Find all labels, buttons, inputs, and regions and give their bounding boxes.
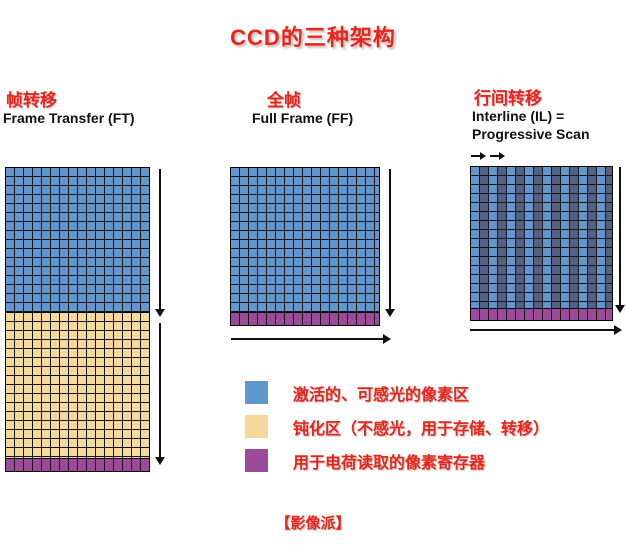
ff-readout-register [231, 312, 379, 325]
ft-storage-transfer-arrow-icon [154, 323, 166, 465]
il-vertical-transfer-arrow-icon [614, 167, 626, 313]
legend-label: 激活的、可感光的像素区 [293, 386, 470, 404]
ft-title-en: Frame Transfer (FT) [3, 110, 135, 126]
ff-title-cn: 全帧 [267, 91, 301, 110]
legend-item-register: 用于电荷读取的像素寄存器 [245, 449, 549, 472]
il-title-en-line1: Interline (IL) = [472, 108, 565, 124]
ft-readout-register [6, 458, 149, 471]
il-column-shift-arrow-icon [471, 151, 486, 161]
legend: 激活的、可感光的像素区 钝化区（不感光，用于存储、转移） 用于电荷读取的像素寄存… [245, 381, 549, 483]
legend-label: 用于电荷读取的像素寄存器 [293, 454, 486, 472]
page-title: CCD的三种架构 [230, 25, 396, 50]
ft-title-cn: 帧转移 [6, 91, 57, 110]
legend-swatch-purple [245, 449, 268, 472]
ff-horizontal-readout-arrow-icon [231, 333, 391, 345]
ft-photosensitive-area [6, 168, 149, 312]
ft-sensor-grid [5, 167, 150, 472]
ft-image-transfer-arrow-icon [154, 169, 166, 317]
il-horizontal-readout-arrow-icon [470, 324, 622, 336]
ff-sensor-grid [230, 167, 380, 326]
watermark-text: 【影像派】 [275, 515, 351, 532]
il-column-shift-arrow-icon [490, 151, 505, 161]
legend-swatch-yellow [245, 415, 268, 438]
il-title-en-line2: Progressive Scan [472, 126, 590, 142]
ff-title-en: Full Frame (FF) [252, 110, 354, 126]
il-readout-register [471, 308, 612, 320]
legend-label: 钝化区（不感光，用于存储、转移） [293, 420, 550, 438]
il-interline-area [471, 167, 612, 308]
ft-storage-area [6, 312, 149, 458]
ff-vertical-transfer-arrow-icon [384, 169, 396, 317]
il-sensor-grid [470, 166, 613, 321]
legend-swatch-blue [245, 381, 268, 404]
il-title-cn: 行间转移 [474, 89, 542, 108]
legend-item-storage: 钝化区（不感光，用于存储、转移） [245, 415, 549, 438]
ff-photosensitive-area [231, 168, 379, 312]
legend-item-photosensitive: 激活的、可感光的像素区 [245, 381, 549, 404]
